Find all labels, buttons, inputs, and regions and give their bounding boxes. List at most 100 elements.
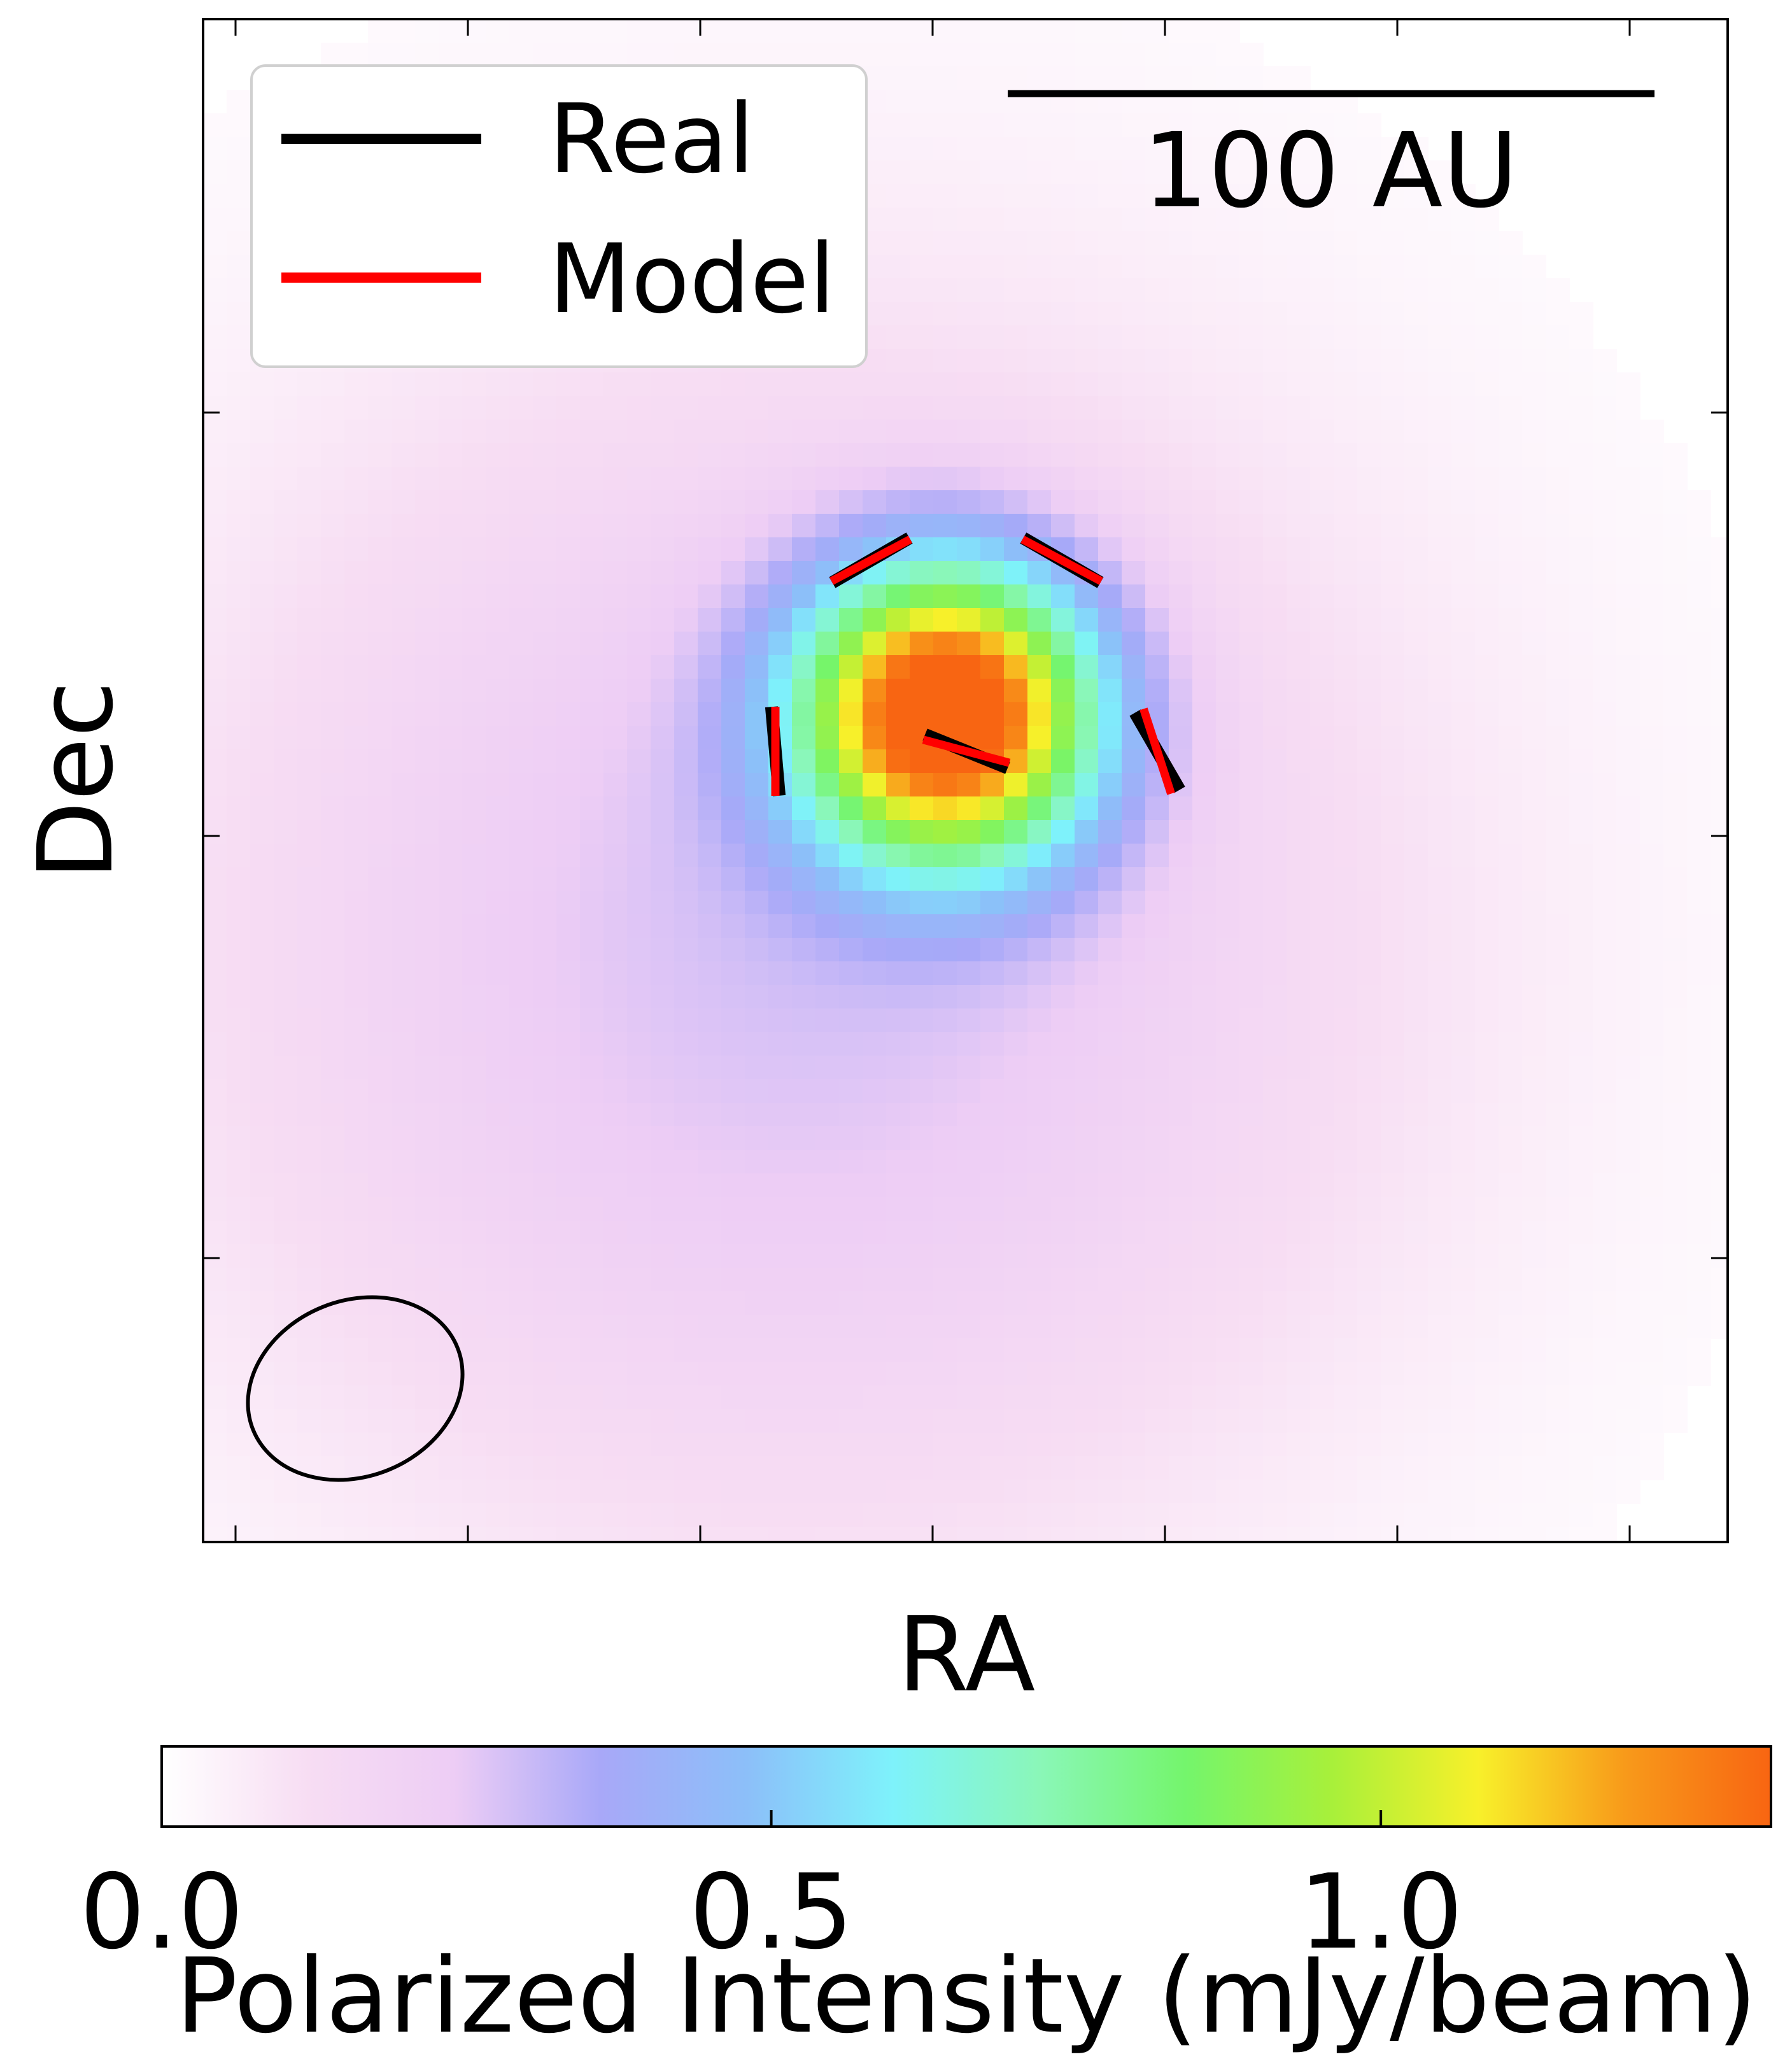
intensity-pixel	[1051, 1126, 1075, 1150]
intensity-pixel	[1569, 632, 1593, 656]
intensity-pixel	[1098, 490, 1122, 514]
intensity-pixel	[509, 561, 533, 585]
intensity-pixel	[486, 1244, 510, 1268]
intensity-pixel	[603, 1338, 628, 1362]
intensity-pixel	[1546, 420, 1570, 444]
intensity-pixel	[392, 820, 416, 844]
intensity-pixel	[1593, 1032, 1617, 1056]
intensity-pixel	[1404, 561, 1429, 585]
intensity-pixel	[674, 867, 698, 891]
intensity-pixel	[1404, 938, 1429, 962]
intensity-pixel	[1334, 1244, 1358, 1268]
intensity-pixel	[486, 443, 510, 467]
intensity-pixel	[1593, 844, 1617, 868]
intensity-pixel	[1569, 655, 1593, 679]
intensity-pixel	[1004, 914, 1028, 938]
intensity-pixel	[1027, 702, 1052, 726]
intensity-pixel	[1381, 1032, 1405, 1056]
intensity-pixel	[910, 231, 934, 255]
intensity-pixel	[1004, 1032, 1028, 1056]
intensity-pixel	[957, 702, 981, 726]
intensity-pixel	[1145, 914, 1169, 938]
intensity-pixel	[227, 1315, 251, 1339]
intensity-pixel	[839, 372, 863, 397]
intensity-pixel	[392, 1103, 416, 1127]
intensity-pixel	[651, 561, 675, 585]
intensity-pixel	[533, 1173, 557, 1198]
intensity-pixel	[674, 43, 698, 67]
intensity-pixel	[1522, 490, 1546, 514]
intensity-pixel	[792, 372, 816, 397]
intensity-pixel	[815, 467, 840, 491]
intensity-pixel	[1381, 632, 1405, 656]
intensity-pixel	[980, 1315, 1005, 1339]
intensity-pixel	[839, 1291, 863, 1315]
intensity-pixel	[1239, 1527, 1264, 1542]
intensity-pixel	[1593, 561, 1617, 585]
intensity-pixel	[392, 396, 416, 420]
intensity-pixel	[1169, 1008, 1193, 1033]
intensity-pixel	[580, 1362, 604, 1386]
intensity-pixel	[839, 773, 863, 797]
intensity-pixel	[1475, 1126, 1499, 1150]
intensity-pixel	[1075, 1197, 1099, 1221]
intensity-pixel	[1428, 1150, 1452, 1174]
intensity-pixel	[1239, 820, 1264, 844]
intensity-pixel	[1428, 420, 1452, 444]
intensity-pixel	[1569, 1056, 1593, 1080]
intensity-pixel	[1310, 867, 1334, 891]
intensity-pixel	[863, 891, 887, 915]
intensity-pixel	[1287, 891, 1311, 915]
intensity-pixel	[627, 1103, 651, 1127]
intensity-pixel	[1192, 514, 1217, 538]
intensity-pixel	[792, 702, 816, 726]
intensity-pixel	[674, 1221, 698, 1245]
intensity-pixel	[1004, 1079, 1028, 1103]
intensity-pixel	[957, 66, 981, 90]
intensity-pixel	[1075, 278, 1099, 302]
intensity-pixel	[1169, 726, 1193, 750]
intensity-pixel	[1475, 844, 1499, 868]
intensity-pixel	[227, 1268, 251, 1292]
intensity-pixel	[556, 1126, 581, 1150]
intensity-pixel	[1499, 231, 1523, 255]
intensity-pixel	[1004, 632, 1028, 656]
intensity-pixel	[1381, 773, 1405, 797]
intensity-pixel	[392, 1315, 416, 1339]
intensity-pixel	[886, 184, 910, 208]
intensity-pixel	[297, 1433, 321, 1457]
intensity-pixel	[1169, 632, 1193, 656]
intensity-pixel	[1192, 1409, 1217, 1433]
intensity-pixel	[1239, 679, 1264, 703]
intensity-pixel	[933, 1268, 957, 1292]
intensity-pixel	[415, 961, 439, 986]
intensity-pixel	[1263, 561, 1287, 585]
intensity-pixel	[603, 1503, 628, 1527]
intensity-pixel	[392, 467, 416, 491]
intensity-pixel	[1027, 1126, 1052, 1150]
intensity-pixel	[533, 537, 557, 562]
intensity-pixel	[1663, 961, 1688, 986]
intensity-pixel	[1216, 584, 1240, 609]
intensity-pixel	[980, 1032, 1005, 1056]
intensity-pixel	[1145, 1126, 1169, 1150]
intensity-pixel	[227, 679, 251, 703]
intensity-pixel	[1098, 1338, 1122, 1362]
intensity-pixel	[651, 1244, 675, 1268]
intensity-pixel	[321, 749, 345, 774]
intensity-pixel	[674, 1338, 698, 1362]
intensity-pixel	[1640, 584, 1664, 609]
intensity-pixel	[651, 1338, 675, 1362]
intensity-pixel	[1687, 702, 1711, 726]
intensity-pixel	[1239, 938, 1264, 962]
intensity-pixel	[1310, 1197, 1334, 1221]
intensity-pixel	[297, 796, 321, 821]
intensity-pixel	[957, 914, 981, 938]
intensity-pixel	[1145, 537, 1169, 562]
intensity-pixel	[1075, 1362, 1099, 1386]
intensity-pixel	[1169, 1173, 1193, 1198]
intensity-pixel	[439, 891, 463, 915]
intensity-pixel	[863, 773, 887, 797]
intensity-pixel	[933, 632, 957, 656]
intensity-pixel	[1027, 1268, 1052, 1292]
